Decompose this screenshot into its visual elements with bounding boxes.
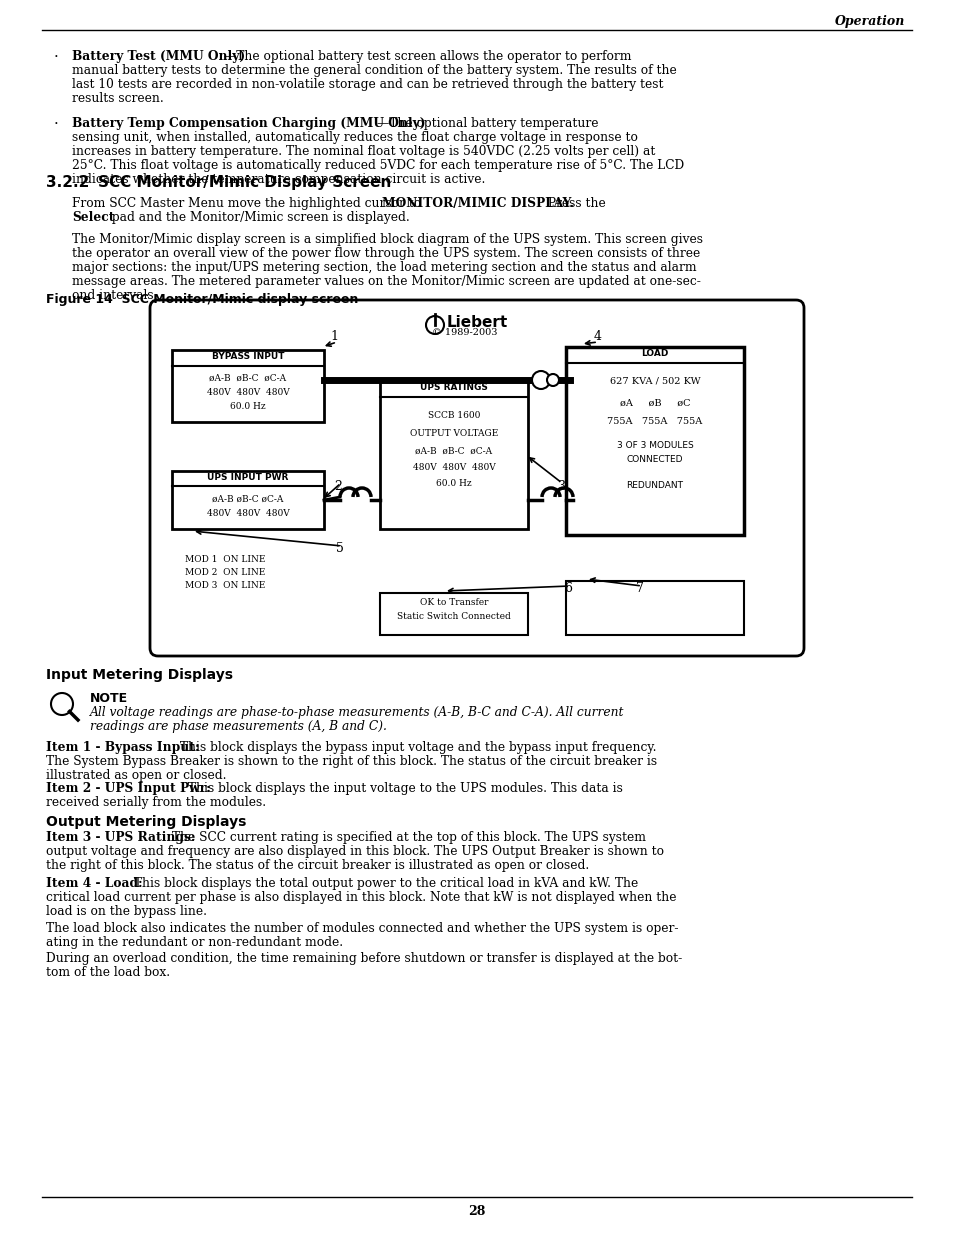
Text: 25°C. This float voltage is automatically reduced 5VDC for each temperature rise: 25°C. This float voltage is automaticall… — [71, 159, 683, 172]
Text: sensing unit, when installed, automatically reduces the float charge voltage in : sensing unit, when installed, automatica… — [71, 131, 638, 144]
Text: the right of this block. The status of the circuit breaker is illustrated as ope: the right of this block. The status of t… — [46, 860, 589, 872]
Text: major sections: the input/UPS metering section, the load metering section and th: major sections: the input/UPS metering s… — [71, 261, 696, 274]
Text: message areas. The metered parameter values on the Monitor/Mimic screen are upda: message areas. The metered parameter val… — [71, 275, 700, 288]
Text: the operator an overall view of the power flow through the UPS system. The scree: the operator an overall view of the powe… — [71, 247, 700, 261]
Text: —The optional battery test screen allows the operator to perform: —The optional battery test screen allows… — [224, 49, 631, 63]
Text: ·: · — [54, 117, 59, 131]
Text: The load block also indicates the number of modules connected and whether the UP: The load block also indicates the number… — [46, 923, 678, 935]
Text: © 1989-2003: © 1989-2003 — [432, 329, 497, 337]
Text: SCCB 1600: SCCB 1600 — [427, 411, 479, 420]
Text: The SCC current rating is specified at the top of this block. The UPS system: The SCC current rating is specified at t… — [168, 831, 645, 844]
Text: last 10 tests are recorded in non-volatile storage and can be retrieved through : last 10 tests are recorded in non-volati… — [71, 78, 662, 91]
Text: 2: 2 — [334, 480, 341, 494]
Text: Item 1 - Bypass Input:: Item 1 - Bypass Input: — [46, 741, 199, 755]
Bar — [565, 347, 743, 535]
Text: This block displays the input voltage to the UPS modules. This data is: This block displays the input voltage to… — [184, 782, 622, 795]
Text: Output Metering Displays: Output Metering Displays — [46, 815, 246, 829]
Text: OUTPUT VOLTAGE: OUTPUT VOLTAGE — [410, 429, 497, 438]
Text: During an overload condition, the time remaining before shutdown or transfer is : During an overload condition, the time r… — [46, 952, 681, 965]
FancyBboxPatch shape — [150, 300, 803, 656]
Text: Static Switch Connected: Static Switch Connected — [396, 613, 511, 621]
Circle shape — [546, 374, 558, 387]
Text: OK to Transfer: OK to Transfer — [419, 598, 488, 606]
Text: 4: 4 — [594, 331, 601, 343]
Text: 60.0 Hz: 60.0 Hz — [436, 479, 472, 488]
Text: tom of the load box.: tom of the load box. — [46, 966, 170, 979]
Text: —The optional battery temperature: —The optional battery temperature — [376, 117, 598, 130]
Text: critical load current per phase is also displayed in this block. Note that kW is: critical load current per phase is also … — [46, 890, 676, 904]
Text: illustrated as open or closed.: illustrated as open or closed. — [46, 769, 226, 782]
Text: UPS INPUT PWR: UPS INPUT PWR — [207, 473, 289, 482]
Text: øA-B øB-C øC-A: øA-B øB-C øC-A — [213, 495, 283, 504]
Text: øA-B  øB-C  øC-A: øA-B øB-C øC-A — [415, 447, 492, 456]
Text: 480V  480V  480V: 480V 480V 480V — [413, 463, 495, 472]
Text: This block displays the bypass input voltage and the bypass input frequency.: This block displays the bypass input vol… — [175, 741, 656, 755]
Text: ating in the redundant or non-redundant mode.: ating in the redundant or non-redundant … — [46, 936, 343, 948]
Text: Press the: Press the — [543, 198, 605, 210]
Text: 6: 6 — [563, 583, 572, 595]
Text: output voltage and frequency are also displayed in this block. The UPS Output Br: output voltage and frequency are also di… — [46, 845, 663, 858]
Text: Battery Temp Compensation Charging (MMU Only): Battery Temp Compensation Charging (MMU … — [71, 117, 425, 130]
Text: 3: 3 — [558, 480, 565, 494]
Text: UPS RATINGS: UPS RATINGS — [419, 383, 487, 391]
Circle shape — [532, 370, 550, 389]
Bar — [172, 471, 324, 529]
Text: 480V  480V  480V: 480V 480V 480V — [207, 388, 289, 396]
Text: Liebert: Liebert — [447, 315, 508, 330]
Text: manual battery tests to determine the general condition of the battery system. T: manual battery tests to determine the ge… — [71, 64, 676, 77]
Text: REDUNDANT: REDUNDANT — [626, 480, 682, 490]
Text: MOD 3  ON LINE: MOD 3 ON LINE — [185, 580, 265, 590]
Text: Operation: Operation — [834, 15, 904, 28]
Text: MONITOR/MIMIC DISPLAY.: MONITOR/MIMIC DISPLAY. — [381, 198, 574, 210]
Text: Battery Test (MMU Only): Battery Test (MMU Only) — [71, 49, 245, 63]
Text: Item 3 - UPS Ratings:: Item 3 - UPS Ratings: — [46, 831, 195, 844]
Text: The Monitor/Mimic display screen is a simplified block diagram of the UPS system: The Monitor/Mimic display screen is a si… — [71, 233, 702, 246]
Text: ·: · — [54, 49, 59, 64]
Bar — [565, 580, 743, 635]
Text: LOAD: LOAD — [640, 350, 668, 358]
Text: 480V  480V  480V: 480V 480V 480V — [207, 509, 289, 517]
Text: The System Bypass Breaker is shown to the right of this block. The status of the: The System Bypass Breaker is shown to th… — [46, 755, 657, 768]
Text: load is on the bypass line.: load is on the bypass line. — [46, 905, 207, 918]
Bar — [379, 382, 527, 529]
Text: Figure 14  SCC Monitor/Mimic display screen: Figure 14 SCC Monitor/Mimic display scre… — [46, 293, 358, 306]
Text: Item 4 - Load:: Item 4 - Load: — [46, 877, 143, 890]
Text: Item 2 - UPS Input Pwr:: Item 2 - UPS Input Pwr: — [46, 782, 211, 795]
Text: 60.0 Hz: 60.0 Hz — [230, 403, 266, 411]
Bar — [379, 593, 527, 635]
Bar — [172, 350, 324, 422]
Text: Select: Select — [71, 211, 114, 224]
Text: 627 KVA / 502 KW: 627 KVA / 502 KW — [609, 377, 700, 387]
Text: BYPASS INPUT: BYPASS INPUT — [212, 352, 284, 361]
Text: 755A   755A   755A: 755A 755A 755A — [607, 417, 702, 426]
Text: 3 OF 3 MODULES: 3 OF 3 MODULES — [616, 441, 693, 450]
Text: From SCC Master Menu move the highlighted cursor to: From SCC Master Menu move the highlighte… — [71, 198, 424, 210]
Text: 3.2.2: 3.2.2 — [46, 175, 90, 190]
Text: received serially from the modules.: received serially from the modules. — [46, 797, 266, 809]
Text: increases in battery temperature. The nominal float voltage is 540VDC (2.25 volt: increases in battery temperature. The no… — [71, 144, 655, 158]
Text: 1: 1 — [330, 331, 337, 343]
Text: SCC Monitor/Mimic Display Screen: SCC Monitor/Mimic Display Screen — [98, 175, 391, 190]
Text: This block displays the total output power to the critical load in kVA and kW. T: This block displays the total output pow… — [130, 877, 638, 890]
Text: 7: 7 — [636, 583, 643, 595]
Text: readings are phase measurements (A, B and C).: readings are phase measurements (A, B an… — [90, 720, 387, 734]
Text: NOTE: NOTE — [90, 692, 128, 705]
Text: MOD 2  ON LINE: MOD 2 ON LINE — [185, 568, 265, 577]
Text: MOD 1  ON LINE: MOD 1 ON LINE — [185, 555, 265, 564]
Text: indicates whether the temperature compensation circuit is active.: indicates whether the temperature compen… — [71, 173, 485, 186]
Text: 5: 5 — [335, 542, 344, 556]
Text: øA-B  øB-C  øC-A: øA-B øB-C øC-A — [210, 374, 286, 383]
Text: All voltage readings are phase-to-phase measurements (A-B, B-C and C-A). All cur: All voltage readings are phase-to-phase … — [90, 706, 623, 719]
Text: pad and the Monitor/Mimic screen is displayed.: pad and the Monitor/Mimic screen is disp… — [108, 211, 410, 224]
Text: øA     øB     øC: øA øB øC — [619, 399, 690, 408]
Text: ond intervals.: ond intervals. — [71, 289, 157, 303]
Text: Input Metering Displays: Input Metering Displays — [46, 668, 233, 682]
Text: CONNECTED: CONNECTED — [626, 454, 682, 464]
Text: results screen.: results screen. — [71, 91, 164, 105]
Text: 28: 28 — [468, 1205, 485, 1218]
